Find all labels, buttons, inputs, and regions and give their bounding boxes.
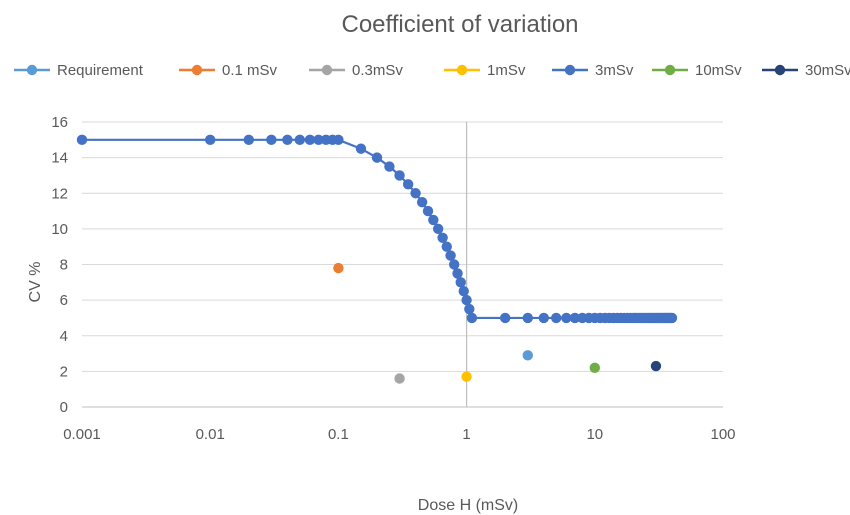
legend-label: 30mSv xyxy=(805,62,850,79)
series-requirement xyxy=(522,350,533,361)
data-point xyxy=(266,134,277,146)
data-point xyxy=(428,214,439,226)
y-tick-label: 10 xyxy=(51,221,68,238)
y-tick-label: 0 xyxy=(60,399,68,416)
data-point xyxy=(416,196,428,208)
data-point xyxy=(333,262,344,274)
data-point xyxy=(522,350,533,361)
data-point xyxy=(422,205,434,217)
data-point xyxy=(499,312,511,324)
x-tick-label: 100 xyxy=(710,426,735,443)
data-point xyxy=(313,134,324,146)
data-point xyxy=(464,303,475,315)
legend-label: 3mSv xyxy=(595,62,634,79)
data-point xyxy=(569,312,581,324)
y-tick-label: 12 xyxy=(51,185,68,202)
series-0-1-msv xyxy=(333,262,344,274)
legend-label: Requirement xyxy=(57,62,144,79)
data-point xyxy=(461,371,472,382)
y-tick-label: 16 xyxy=(51,114,68,131)
legend-label: 10mSv xyxy=(695,62,742,79)
legend-item: 0.3mSv xyxy=(309,62,403,79)
legend-item: 1mSv xyxy=(444,62,526,79)
data-point xyxy=(441,241,452,252)
data-point xyxy=(461,294,472,306)
y-axis-ticks: 0 2 4 6 8 10 12 14 16 xyxy=(51,114,68,416)
series-10msv xyxy=(589,362,600,374)
y-tick-label: 4 xyxy=(60,328,68,345)
series-30msv xyxy=(650,360,662,372)
legend-item: 30mSv xyxy=(762,62,850,79)
series-1msv xyxy=(461,371,472,382)
data-point xyxy=(551,312,562,324)
x-axis-ticks: 0.001 0.01 0.1 1 10 100 xyxy=(63,426,735,443)
y-tick-label: 8 xyxy=(60,257,68,274)
legend-item: Requirement xyxy=(14,62,144,79)
x-tick-label: 1 xyxy=(462,426,470,443)
x-tick-label: 0.1 xyxy=(328,426,349,443)
legend-label: 1mSv xyxy=(487,62,526,79)
y-axis-title: CV % xyxy=(27,262,44,303)
data-point xyxy=(355,143,367,154)
y-tick-label: 14 xyxy=(51,150,68,167)
data-point xyxy=(205,134,216,146)
legend-item: 0.1 mSv xyxy=(179,62,278,79)
data-point xyxy=(402,179,414,190)
legend-label: 0.3mSv xyxy=(352,62,403,79)
legend-item: 3mSv xyxy=(552,62,634,79)
data-point xyxy=(282,134,293,146)
x-tick-label: 10 xyxy=(586,426,603,443)
legend-marker xyxy=(564,64,576,76)
data-point xyxy=(538,312,549,324)
data-point xyxy=(466,312,478,324)
data-point xyxy=(333,134,344,146)
data-point xyxy=(76,134,88,146)
x-tick-label: 0.01 xyxy=(196,426,225,443)
data-point xyxy=(294,134,306,146)
legend: Requirement 0.1 mSv 0.3mSv 1mSv 3mSv 10mSv 30m… xyxy=(14,62,850,79)
data-point xyxy=(394,373,405,384)
data-point xyxy=(304,134,316,146)
data-point xyxy=(522,312,533,324)
gridlines xyxy=(82,121,723,408)
data-point xyxy=(458,286,469,297)
data-point xyxy=(561,312,572,324)
data-point xyxy=(371,152,383,163)
data-point xyxy=(455,277,466,288)
chart-title: Coefficient of variation xyxy=(341,11,578,38)
data-point xyxy=(243,134,254,146)
data-point xyxy=(452,268,463,279)
data-point xyxy=(437,232,448,243)
data-point xyxy=(384,161,395,172)
data-point xyxy=(432,223,444,235)
legend-marker xyxy=(26,64,38,76)
x-tick-label: 0.001 xyxy=(63,426,101,443)
legend-marker xyxy=(191,64,203,76)
y-tick-label: 6 xyxy=(60,292,68,309)
data-point xyxy=(445,250,456,261)
data-point xyxy=(410,188,421,199)
legend-marker xyxy=(456,64,468,76)
data-point xyxy=(589,362,600,374)
legend-marker xyxy=(321,64,333,76)
series-0-3msv xyxy=(394,373,405,384)
data-point xyxy=(448,259,460,270)
legend-marker xyxy=(774,64,786,76)
data-point xyxy=(650,360,662,372)
data-point xyxy=(666,312,678,324)
y-tick-label: 2 xyxy=(60,363,68,380)
legend-item: 10mSv xyxy=(652,62,742,79)
data-point xyxy=(394,170,405,181)
legend-marker xyxy=(664,64,676,76)
series-3msv xyxy=(76,134,678,324)
legend-label: 0.1 mSv xyxy=(222,62,278,79)
x-axis-title: Dose H (mSv) xyxy=(418,497,518,514)
series-layer xyxy=(76,134,678,384)
